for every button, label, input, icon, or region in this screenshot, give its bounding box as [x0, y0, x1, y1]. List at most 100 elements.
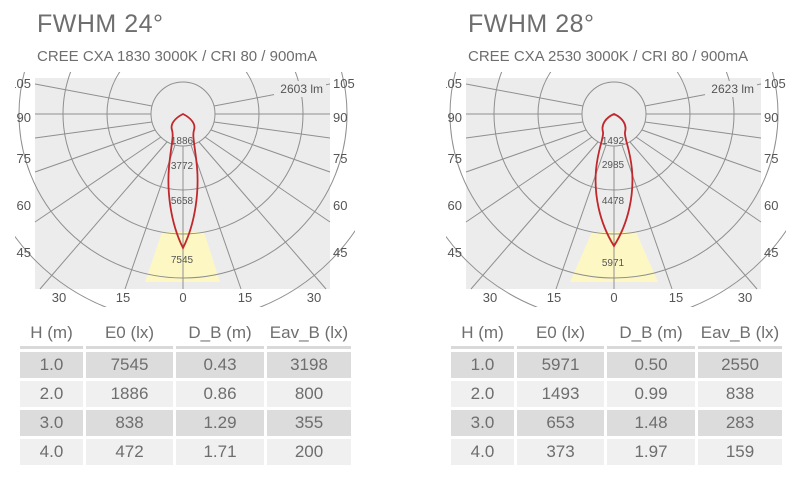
- table-row: 4.0 373 1.97 159: [451, 439, 782, 465]
- bottom-label-30-left: 30: [483, 290, 497, 305]
- header-eav: Eav_B (lx): [698, 320, 782, 349]
- photometric-panel-right: FWHM 28° CREE CXA 2530 3000K / CRI 80 / …: [446, 0, 794, 496]
- angle-label-left-75: 75: [17, 151, 31, 166]
- cell-db: 1.97: [607, 439, 695, 465]
- angle-label-right-75: 75: [764, 151, 778, 166]
- ring-label-4: 5971: [602, 258, 625, 269]
- photometric-table: H (m) E0 (lx) D_B (m) Eav_B (lx) 1.0 597…: [448, 317, 785, 468]
- angle-label-left-90: 90: [448, 110, 462, 125]
- cell-height: 4.0: [451, 439, 514, 465]
- ring-label-1: 1886: [171, 136, 194, 147]
- cell-e0: 838: [86, 410, 173, 436]
- table-row: 2.0 1886 0.86 800: [20, 381, 351, 407]
- bottom-label-0: 0: [610, 290, 617, 305]
- bottom-label-30-right: 30: [307, 290, 321, 305]
- cell-height: 1.0: [451, 352, 514, 378]
- angle-label-left-105: 105: [15, 76, 31, 91]
- angle-label-right-90: 90: [333, 110, 347, 125]
- table-row: 2.0 1493 0.99 838: [451, 381, 782, 407]
- photometric-table: H (m) E0 (lx) D_B (m) Eav_B (lx) 1.0 754…: [17, 317, 354, 468]
- header-db: D_B (m): [176, 320, 264, 349]
- intensity-curve: [167, 112, 199, 251]
- bottom-label-15-right: 15: [238, 290, 252, 305]
- panel-title: FWHM 24°: [37, 10, 164, 38]
- bottom-label-15-right: 15: [669, 290, 683, 305]
- photometric-panel-left: FWHM 24° CREE CXA 1830 3000K / CRI 80 / …: [15, 0, 375, 496]
- polar-diagram: 1492 2985 4478 5971 2623 lm 105 90 75 60…: [446, 72, 786, 307]
- cell-e0: 373: [517, 439, 604, 465]
- angle-label-left-60: 60: [17, 198, 31, 213]
- bottom-label-15-left: 15: [547, 290, 561, 305]
- header-db: D_B (m): [607, 320, 695, 349]
- cell-db: 1.71: [176, 439, 264, 465]
- lumen-label: 2623 lm: [711, 82, 754, 96]
- angle-label-left-75: 75: [448, 151, 462, 166]
- angle-label-left-45: 45: [448, 245, 462, 260]
- bottom-label-30-left: 30: [52, 290, 66, 305]
- bottom-label-15-left: 15: [116, 290, 130, 305]
- cell-e0: 7545: [86, 352, 173, 378]
- table-row: 4.0 472 1.71 200: [20, 439, 351, 465]
- angle-label-right-105: 105: [333, 76, 355, 91]
- angle-label-right-60: 60: [333, 198, 347, 213]
- table-row: 3.0 653 1.48 283: [451, 410, 782, 436]
- ring-label-2: 2985: [602, 160, 625, 171]
- angle-label-left-60: 60: [448, 198, 462, 213]
- angle-label-left-45: 45: [17, 245, 31, 260]
- ring-label-2: 3772: [171, 161, 194, 172]
- table-header-row: H (m) E0 (lx) D_B (m) Eav_B (lx): [20, 320, 351, 349]
- angle-label-right-45: 45: [764, 245, 778, 260]
- table-row: 1.0 5971 0.50 2550: [451, 352, 782, 378]
- panel-subtitle: CREE CXA 1830 3000K / CRI 80 / 900mA: [37, 48, 318, 65]
- cell-e0: 472: [86, 439, 173, 465]
- table-row: 3.0 838 1.29 355: [20, 410, 351, 436]
- cell-e0: 5971: [517, 352, 604, 378]
- ring-label-3: 4478: [602, 196, 625, 207]
- angle-label-left-105: 105: [446, 76, 462, 91]
- cell-db: 1.48: [607, 410, 695, 436]
- angle-label-right-45: 45: [333, 245, 347, 260]
- cell-e0: 653: [517, 410, 604, 436]
- cell-eav: 159: [698, 439, 782, 465]
- table-row: 1.0 7545 0.43 3198: [20, 352, 351, 378]
- header-e0: E0 (lx): [86, 320, 173, 349]
- polar-grid: [15, 72, 355, 307]
- header-e0: E0 (lx): [517, 320, 604, 349]
- cell-eav: 283: [698, 410, 782, 436]
- lumen-label-bg: [705, 81, 757, 97]
- cell-e0: 1493: [517, 381, 604, 407]
- angle-label-left-90: 90: [17, 110, 31, 125]
- cell-height: 2.0: [20, 381, 83, 407]
- cell-eav: 2550: [698, 352, 782, 378]
- ring-label-4: 7545: [171, 255, 194, 266]
- angle-label-right-60: 60: [764, 198, 778, 213]
- header-height: H (m): [451, 320, 514, 349]
- cell-db: 1.29: [176, 410, 264, 436]
- cell-eav: 200: [267, 439, 351, 465]
- cell-eav: 838: [698, 381, 782, 407]
- cell-db: 0.50: [607, 352, 695, 378]
- cell-height: 2.0: [451, 381, 514, 407]
- angle-label-right-75: 75: [333, 151, 347, 166]
- ring-label-1: 1492: [602, 136, 625, 147]
- cell-height: 1.0: [20, 352, 83, 378]
- intensity-curve: [594, 113, 634, 248]
- bottom-label-30-right: 30: [738, 290, 752, 305]
- cell-db: 0.86: [176, 381, 264, 407]
- header-eav: Eav_B (lx): [267, 320, 351, 349]
- header-height: H (m): [20, 320, 83, 349]
- polar-diagram: 1886 3772 5658 7545 2603 lm 105 90 75 60…: [15, 72, 355, 307]
- cell-height: 3.0: [451, 410, 514, 436]
- cell-eav: 355: [267, 410, 351, 436]
- cell-height: 3.0: [20, 410, 83, 436]
- cell-eav: 800: [267, 381, 351, 407]
- panel-title: FWHM 28°: [468, 10, 595, 38]
- cell-eav: 3198: [267, 352, 351, 378]
- panel-subtitle: CREE CXA 2530 3000K / CRI 80 / 900mA: [468, 48, 749, 65]
- bottom-label-0: 0: [179, 290, 186, 305]
- cell-e0: 1886: [86, 381, 173, 407]
- table-header-row: H (m) E0 (lx) D_B (m) Eav_B (lx): [451, 320, 782, 349]
- lumen-label: 2603 lm: [280, 82, 323, 96]
- angle-label-right-90: 90: [764, 110, 778, 125]
- cell-height: 4.0: [20, 439, 83, 465]
